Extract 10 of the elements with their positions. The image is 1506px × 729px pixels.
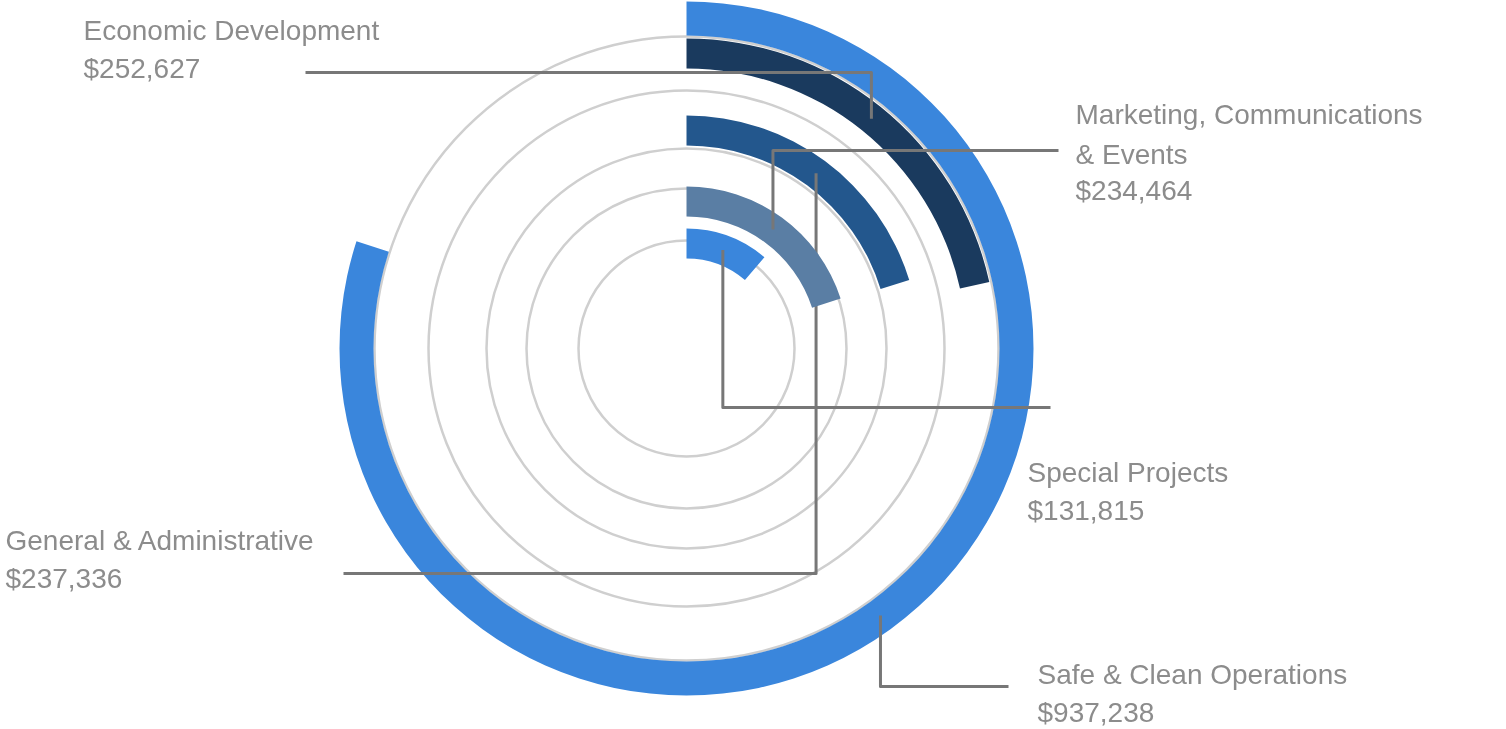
category-label: Special Projects bbox=[1027, 456, 1229, 488]
category-label: Economic Development bbox=[83, 14, 380, 46]
data-label: $131,815 bbox=[1027, 494, 1145, 526]
data-label: $252,627 bbox=[83, 52, 201, 84]
data-label: $937,238 bbox=[1037, 696, 1155, 728]
category-label: Safe & Clean Operations bbox=[1037, 658, 1348, 690]
data-label: $234,464 bbox=[1075, 174, 1193, 206]
data-label: $237,336 bbox=[5, 562, 123, 594]
category-label: General & Administrative bbox=[5, 524, 314, 556]
category-label: Marketing, Communications & Events bbox=[1075, 98, 1423, 170]
